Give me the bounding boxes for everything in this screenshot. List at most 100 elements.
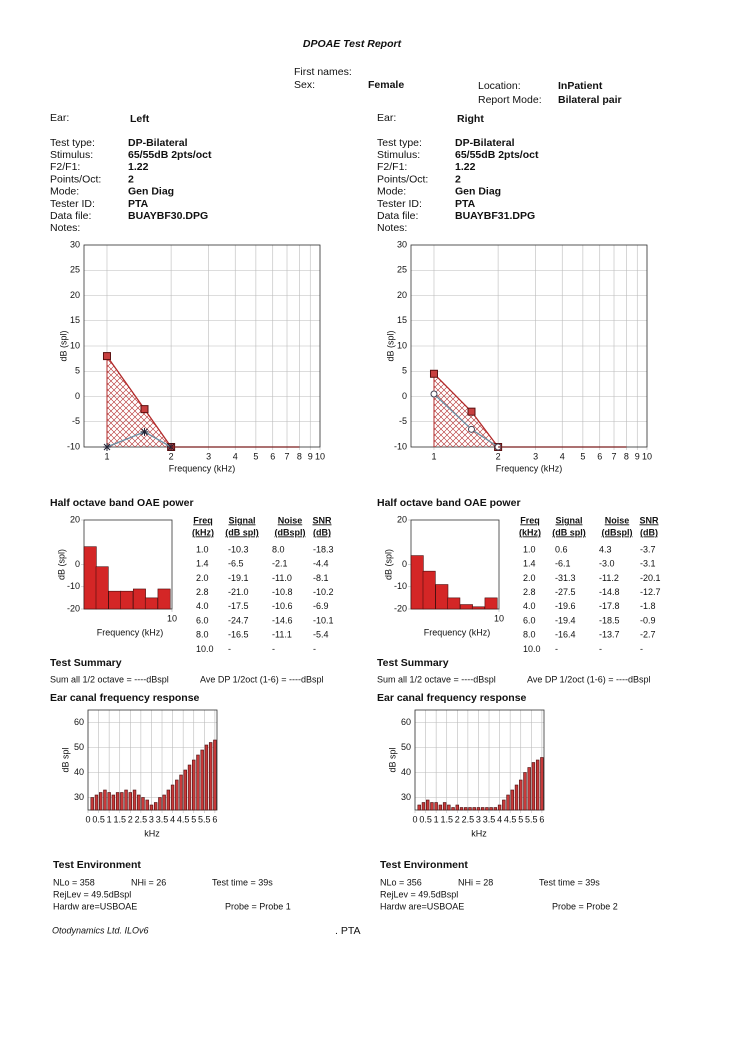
summary-text: Ave DP 1/2oct (1-6) = ----dBspl: [527, 674, 650, 684]
x-tick-label: 1: [434, 814, 439, 824]
x-tick-label: 8: [624, 451, 629, 461]
y-tick-label: 40: [74, 767, 84, 777]
table-cell: -0.9: [640, 615, 656, 625]
bar: [132, 588, 146, 610]
bar: [476, 807, 481, 811]
x-tick-label: 0: [412, 814, 417, 824]
x-tick-label: 2: [128, 814, 133, 824]
table-cell: 8.0: [523, 630, 536, 640]
bar: [95, 566, 109, 610]
x-tick-label: 7: [284, 451, 289, 461]
y-tick-label: 40: [401, 767, 411, 777]
y-tick-label: 60: [401, 717, 411, 727]
x-tick-label: 9: [308, 451, 313, 461]
table-cell: -6.5: [228, 559, 244, 569]
table-cell: 2.0: [523, 573, 536, 583]
x-tick-label: 10: [167, 613, 177, 623]
table-cell: 1.4: [523, 559, 536, 569]
bar: [421, 802, 426, 811]
y-tick-label: 20: [70, 290, 80, 300]
point-marker: [467, 425, 475, 433]
y-tick-label: -10: [67, 441, 80, 451]
table-cell: 1.4: [196, 559, 209, 569]
field-value: 2: [455, 173, 461, 185]
x-tick-label: 5: [191, 814, 196, 824]
x-tick-label: 6: [597, 451, 602, 461]
bar: [472, 807, 476, 811]
table-cell: 2.8: [196, 587, 209, 597]
table-cell: 6.0: [196, 615, 209, 625]
report-title: DPOAE Test Report: [303, 38, 402, 50]
x-tick-label: 6: [270, 451, 275, 461]
table-header: Signal: [228, 515, 255, 525]
table-header: SNR: [312, 515, 332, 525]
section-title: Ear canal frequency response: [50, 692, 200, 704]
table-cell: -18.5: [599, 615, 620, 625]
y-tick-label: 25: [397, 265, 407, 275]
y-axis-label: dB spl: [387, 747, 397, 772]
x-axis-label: kHz: [471, 828, 487, 838]
section-title: Test Summary: [50, 657, 122, 669]
bar: [523, 772, 527, 811]
field-label: Notes:: [50, 222, 80, 234]
bar: [153, 802, 158, 811]
section-title: Test Environment: [53, 859, 141, 871]
table-cell: -18.3: [313, 544, 334, 554]
table-cell: -: [313, 644, 316, 654]
field-value: 65/55dB 2pts/oct: [455, 149, 539, 161]
y-tick-label: 20: [397, 514, 407, 524]
point-marker: [102, 443, 111, 451]
field-value: Gen Diag: [128, 186, 174, 198]
table-cell: -19.6: [555, 601, 576, 611]
table-header: (dB): [313, 527, 331, 537]
table-header: Noise: [278, 515, 303, 525]
bar: [459, 604, 473, 610]
env-text: NHi = 26: [131, 877, 166, 887]
env-text: Probe = Probe 2: [552, 901, 618, 911]
table-header: (dB): [640, 527, 658, 537]
bar: [493, 807, 498, 811]
point-marker: [430, 390, 438, 398]
x-tick-label: 6: [539, 814, 544, 824]
table-cell: -20.1: [640, 573, 661, 583]
point-marker: [167, 443, 176, 451]
footer-text: . PTA: [335, 925, 360, 937]
bar: [527, 767, 531, 811]
bar: [489, 807, 493, 811]
table-cell: -17.5: [228, 601, 249, 611]
bar: [459, 807, 464, 811]
bar: [115, 792, 120, 811]
bar: [103, 789, 107, 811]
bar: [510, 789, 514, 811]
x-tick-label: 4: [497, 814, 502, 824]
bar: [175, 779, 179, 811]
x-tick-label: 10: [315, 451, 325, 461]
bar: [145, 799, 149, 811]
field-value: InPatient: [558, 80, 603, 92]
field-value: DP-Bilateral: [455, 137, 515, 149]
y-tick-label: 50: [74, 742, 84, 752]
table-cell: 2.0: [196, 573, 209, 583]
x-tick-label: 5.5: [525, 814, 538, 824]
env-text: Probe = Probe 1: [225, 901, 291, 911]
x-tick-label: 2: [169, 451, 174, 461]
field-label: Points/Oct:: [377, 173, 428, 185]
table-cell: -12.7: [640, 587, 661, 597]
x-tick-label: 10: [642, 451, 652, 461]
bar: [162, 794, 166, 811]
bar: [422, 570, 436, 610]
bar: [455, 804, 459, 811]
table-header: (dB spl): [552, 527, 586, 537]
bar: [208, 742, 213, 811]
bar: [425, 799, 430, 811]
x-tick-label: 5: [580, 451, 585, 461]
y-tick-label: 5: [402, 366, 407, 376]
section-title: Ear canal frequency response: [377, 692, 527, 704]
env-text: NHi = 28: [458, 877, 493, 887]
x-tick-label: 6: [212, 814, 217, 824]
bar: [519, 779, 523, 811]
bar: [166, 789, 171, 811]
x-tick-label: 3.5: [483, 814, 496, 824]
y-tick-label: 5: [75, 366, 80, 376]
x-tick-label: 2.5: [135, 814, 148, 824]
